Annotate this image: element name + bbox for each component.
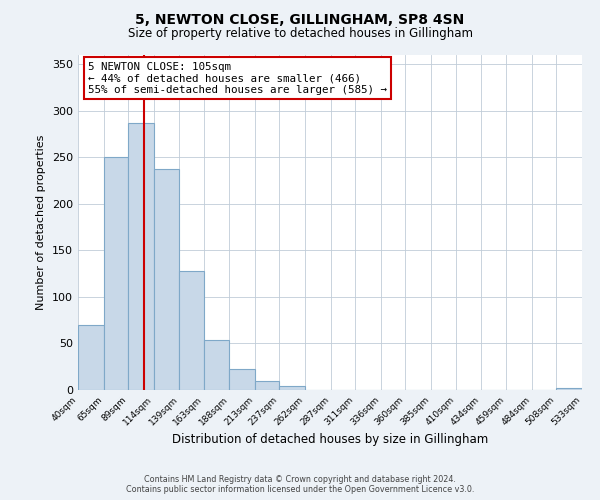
Bar bbox=[78, 325, 104, 390]
Bar bbox=[280, 386, 305, 390]
X-axis label: Distribution of detached houses by size in Gillingham: Distribution of detached houses by size … bbox=[172, 432, 488, 446]
Bar bbox=[154, 170, 179, 390]
Bar bbox=[556, 388, 582, 390]
Bar bbox=[229, 368, 255, 390]
Text: Contains HM Land Registry data © Crown copyright and database right 2024.
Contai: Contains HM Land Registry data © Crown c… bbox=[126, 474, 474, 494]
Text: 5 NEWTON CLOSE: 105sqm
← 44% of detached houses are smaller (466)
55% of semi-de: 5 NEWTON CLOSE: 105sqm ← 44% of detached… bbox=[88, 62, 387, 95]
Bar bbox=[104, 158, 128, 390]
Bar bbox=[179, 271, 204, 390]
Text: Size of property relative to detached houses in Gillingham: Size of property relative to detached ho… bbox=[128, 28, 473, 40]
Text: 5, NEWTON CLOSE, GILLINGHAM, SP8 4SN: 5, NEWTON CLOSE, GILLINGHAM, SP8 4SN bbox=[136, 12, 464, 26]
Y-axis label: Number of detached properties: Number of detached properties bbox=[37, 135, 46, 310]
Bar bbox=[204, 340, 229, 390]
Bar bbox=[255, 380, 280, 390]
Bar bbox=[128, 123, 154, 390]
